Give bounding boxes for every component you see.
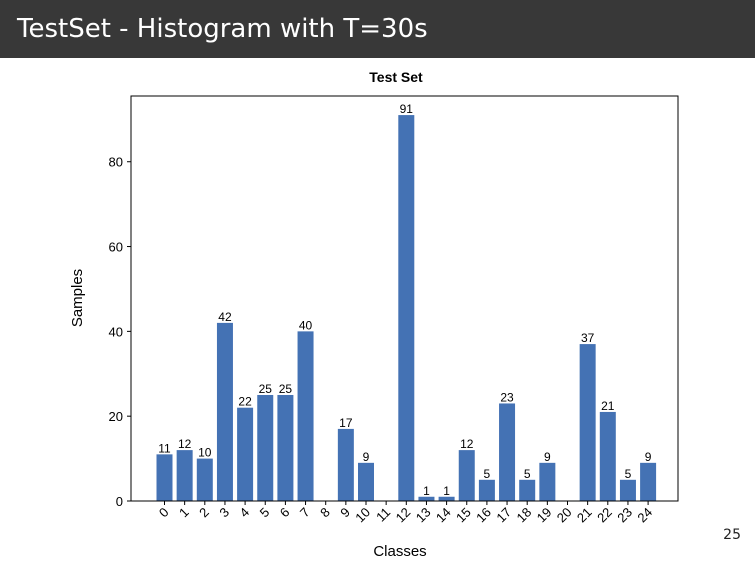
x-axis-label: Classes bbox=[373, 543, 426, 560]
x-tick-label-17: 17 bbox=[493, 505, 514, 526]
data-label-21: 37 bbox=[581, 331, 595, 345]
x-tick-label-1: 1 bbox=[176, 505, 192, 521]
data-label-16: 5 bbox=[484, 467, 491, 481]
x-tick-label-22: 22 bbox=[594, 505, 615, 526]
bar-12 bbox=[398, 115, 415, 501]
bar-17 bbox=[499, 403, 516, 501]
data-label-15: 12 bbox=[460, 437, 474, 451]
chart-title: Test Set bbox=[369, 69, 423, 85]
bar-16 bbox=[478, 479, 495, 501]
x-tick-label-5: 5 bbox=[257, 505, 273, 521]
data-label-22: 21 bbox=[601, 399, 615, 413]
y-tick-label-80: 80 bbox=[109, 155, 123, 170]
data-label-12: 91 bbox=[400, 102, 414, 116]
bar-22 bbox=[599, 411, 616, 501]
y-tick-label-60: 60 bbox=[109, 240, 123, 255]
data-label-17: 23 bbox=[500, 390, 514, 404]
y-tick-label-40: 40 bbox=[109, 324, 123, 339]
x-tick-label-21: 21 bbox=[574, 505, 595, 526]
x-tick-label-0: 0 bbox=[156, 505, 172, 521]
x-tick-label-12: 12 bbox=[393, 505, 414, 526]
y-axis-label: Samples bbox=[69, 269, 86, 327]
x-axis: 0 1 2 3 4 5 6 7 8 9 10 11 12 13 14 15 16 17 18 19 20 21 22 23 24 bbox=[156, 501, 655, 525]
x-tick-label-19: 19 bbox=[534, 505, 555, 526]
data-label-3: 42 bbox=[218, 310, 232, 324]
data-label-24: 9 bbox=[645, 450, 652, 464]
data-label-10: 9 bbox=[363, 450, 370, 464]
x-tick-label-9: 9 bbox=[337, 505, 353, 521]
data-label-7: 40 bbox=[299, 318, 313, 332]
x-tick-label-23: 23 bbox=[614, 505, 635, 526]
data-label-0: 11 bbox=[158, 441, 171, 455]
bar-9 bbox=[337, 428, 354, 501]
data-label-5: 25 bbox=[259, 382, 273, 396]
data-label-18: 5 bbox=[524, 467, 531, 481]
x-tick-label-11: 11 bbox=[373, 505, 393, 525]
bar-0 bbox=[156, 454, 173, 501]
bar-5 bbox=[257, 394, 274, 501]
x-tick-label-3: 3 bbox=[216, 505, 232, 521]
bar-6 bbox=[277, 394, 294, 501]
x-tick-label-7: 7 bbox=[297, 505, 313, 521]
bar-7 bbox=[297, 331, 314, 501]
x-tick-label-15: 15 bbox=[453, 505, 474, 526]
bar-23 bbox=[619, 479, 636, 501]
x-tick-label-24: 24 bbox=[634, 505, 655, 526]
x-tick-label-4: 4 bbox=[236, 505, 252, 521]
bars-layer bbox=[156, 115, 657, 501]
y-tick-label-20: 20 bbox=[109, 409, 123, 424]
bar-18 bbox=[519, 479, 536, 501]
data-label-13: 1 bbox=[423, 484, 430, 498]
x-tick-label-20: 20 bbox=[554, 505, 575, 526]
bar-19 bbox=[539, 462, 556, 501]
data-label-14: 1 bbox=[443, 484, 450, 498]
x-tick-label-18: 18 bbox=[513, 505, 534, 526]
bar-21 bbox=[579, 344, 596, 501]
bar-15 bbox=[458, 450, 475, 501]
data-label-9: 17 bbox=[339, 416, 353, 430]
bar-4 bbox=[237, 407, 254, 501]
x-tick-label-14: 14 bbox=[433, 505, 454, 526]
data-label-6: 25 bbox=[279, 382, 293, 396]
x-tick-label-16: 16 bbox=[473, 505, 494, 526]
data-label-1: 12 bbox=[178, 437, 192, 451]
slide-title: TestSet - Histogram with T=30s bbox=[0, 0, 755, 58]
data-label-2: 10 bbox=[198, 446, 212, 460]
bar-10 bbox=[358, 462, 374, 501]
data-label-19: 9 bbox=[544, 450, 551, 464]
page-number: 25 bbox=[723, 527, 741, 543]
bar-24 bbox=[640, 462, 657, 501]
bar-13 bbox=[418, 496, 435, 501]
x-tick-label-10: 10 bbox=[352, 505, 373, 526]
y-tick-label-0: 0 bbox=[116, 494, 123, 509]
x-tick-label-6: 6 bbox=[277, 505, 293, 521]
bar-14 bbox=[438, 496, 455, 501]
x-tick-label-8: 8 bbox=[317, 505, 333, 521]
x-tick-label-2: 2 bbox=[196, 505, 212, 521]
bar-1 bbox=[176, 450, 193, 501]
x-tick-label-13: 13 bbox=[413, 505, 434, 526]
data-label-23: 5 bbox=[625, 467, 632, 481]
y-axis: 0 20 40 60 80 bbox=[109, 155, 131, 509]
bar-3 bbox=[216, 322, 233, 501]
plot-frame bbox=[130, 95, 679, 502]
bar-2 bbox=[196, 458, 213, 501]
data-label-4: 22 bbox=[238, 395, 252, 409]
